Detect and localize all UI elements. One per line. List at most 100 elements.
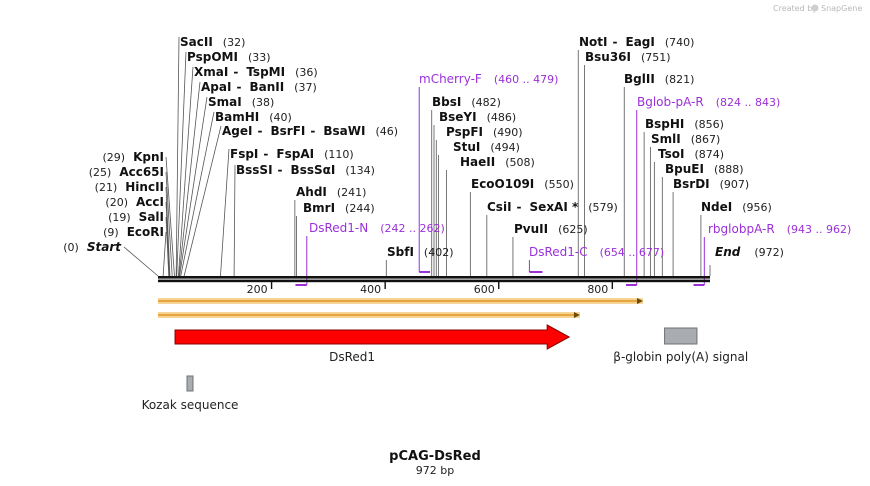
enzyme-name: AccI: [136, 195, 164, 209]
enzyme-name: BpuEI: [665, 162, 704, 176]
site-label-left-5: KpnI (29): [103, 150, 165, 164]
leader-line: [220, 148, 230, 277]
leader-line: [179, 96, 208, 277]
site-position: (244): [345, 202, 375, 215]
enzyme-name: BsrFI: [270, 124, 305, 138]
enzyme-name: BamHI: [215, 110, 259, 124]
site-position: (579): [588, 201, 618, 214]
site-position: (508): [505, 156, 535, 169]
enzyme-name: BspHI: [645, 117, 684, 131]
map-title: pCAG-DsRed: [389, 449, 481, 464]
leader-line: [165, 156, 175, 277]
site-label-mid-15: SmlI (867): [651, 132, 720, 146]
enzyme-name: TsoI: [658, 147, 684, 161]
leader-line: [123, 246, 159, 277]
boundary-name: Start: [87, 240, 122, 254]
ruler-label: 400: [360, 283, 381, 296]
primer-name: DsRed1-C: [529, 245, 588, 259]
dsred1-arrow: [174, 324, 571, 350]
site-label-mid-1: BmrI (244): [303, 201, 375, 215]
enzyme-name: NotI: [579, 35, 608, 49]
enzyme-name: BsrDI: [673, 177, 710, 191]
leader-line: [165, 216, 170, 277]
site-label-mid-8: EcoO109I (550): [471, 177, 574, 191]
site-position: (494): [490, 141, 520, 154]
enzyme-name: Bsu36I: [585, 50, 631, 64]
enzyme-name: BsaWI: [323, 124, 365, 138]
site-label-mid-5: PspFI (490): [446, 125, 523, 139]
site-position: (21): [95, 181, 118, 194]
site-position: (888): [714, 163, 744, 176]
leader-line: [178, 66, 194, 277]
site-label-top-3: BamHI (40): [215, 110, 292, 124]
primer-range: (943 .. 962): [787, 223, 852, 236]
primer-name: rbglobpA-R: [708, 222, 775, 236]
site-position: (38): [252, 96, 275, 109]
site-label-top-8: SacII (32): [180, 35, 245, 49]
site-position: (25): [89, 166, 112, 179]
map-length: 972 bp: [416, 464, 454, 477]
globin-polya-box: [664, 327, 698, 345]
snapgene-logo-icon: [811, 4, 819, 12]
site-position: (874): [694, 148, 724, 161]
primer-range: (242 .. 262): [380, 222, 445, 235]
site-label-mid-10: PvuII (625): [514, 222, 588, 236]
site-position: (40): [269, 111, 292, 124]
site-position: (37): [294, 81, 317, 94]
orf-arrows: [158, 298, 643, 318]
site-label-mid-19: NdeI (956): [701, 200, 772, 214]
leader-line: [165, 201, 170, 277]
site-label-mid-0: AhdI (241): [296, 185, 366, 199]
site-separator: -: [236, 80, 241, 94]
site-position: (821): [665, 73, 695, 86]
enzyme-name: SalI: [139, 210, 164, 224]
site-label-mid-13: BglII (821): [624, 72, 694, 86]
kozak-box: [186, 375, 194, 392]
enzyme-name: BmrI: [303, 201, 335, 215]
primer-2: DsRed1-C (654 .. 677): [528, 245, 664, 273]
site-label-top-4: SmaI (38): [208, 95, 274, 109]
site-leader-lines: [123, 36, 711, 277]
branding-created-by: Created by: [773, 4, 817, 13]
feature-2: Kozak sequence: [142, 375, 238, 412]
site-label-mid-6: StuI (494): [453, 140, 520, 154]
orf-arrow-1: [158, 312, 580, 318]
features: DsRed1 β-globin poly(A) signal Kozak seque…: [142, 324, 748, 412]
enzyme-name: AhdI: [296, 185, 327, 199]
start-label: Start (0): [63, 240, 122, 254]
orf-head: [573, 312, 580, 318]
site-position: (907): [720, 178, 750, 191]
site-label-left-2: AccI (20): [105, 195, 164, 209]
feature-1: β-globin poly(A) signal: [613, 327, 748, 364]
site-label-mid-14: BspHI (856): [645, 117, 724, 131]
ruler-label: 800: [587, 283, 608, 296]
site-position: (486): [487, 111, 517, 124]
site-position: (29): [103, 151, 126, 164]
enzyme-name: EagI: [626, 35, 655, 49]
site-position: (33): [248, 51, 271, 64]
enzyme-name: HaeII: [460, 155, 495, 169]
feature-label: DsRed1: [329, 350, 375, 364]
restriction-site-labels: EcoRI(9)SalI(19)AccI(20)HincII(21)Acc65I…: [63, 35, 784, 259]
leader-line: [183, 125, 222, 277]
primer-3: Bglob-pA-R (824 .. 843): [625, 95, 781, 286]
enzyme-name: SexAI *: [530, 200, 579, 214]
site-position: (740): [665, 36, 695, 49]
enzyme-name: ApaI: [201, 80, 231, 94]
enzyme-name: CsiI: [487, 200, 512, 214]
primer-range: (824 .. 843): [716, 96, 781, 109]
enzyme-name: PspFI: [446, 125, 483, 139]
site-separator: -: [263, 147, 268, 161]
site-label-mid-3: BbsI (482): [432, 95, 501, 109]
top-strand: [158, 276, 710, 279]
leader-line: [165, 171, 173, 277]
site-label-mid-16: TsoI (874): [658, 147, 724, 161]
site-label-mid-9: CsiI - SexAI * (579): [487, 200, 618, 214]
enzyme-name: Acc65I: [119, 165, 164, 179]
primer-0: DsRed1-N (242 .. 262): [295, 221, 445, 286]
enzyme-name: AgeI: [222, 124, 252, 138]
site-position: (110): [324, 148, 354, 161]
enzyme-name: BglII: [624, 72, 655, 86]
site-label-top-0: BssSI - BssSαI (134): [236, 163, 375, 177]
leader-line: [176, 51, 187, 277]
